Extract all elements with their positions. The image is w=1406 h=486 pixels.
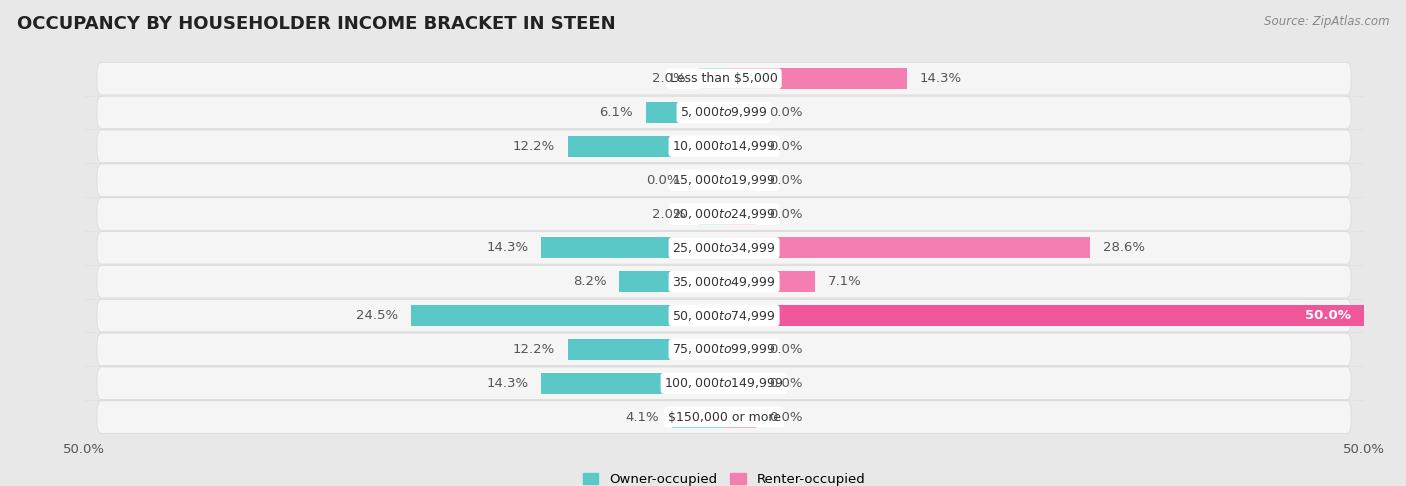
Text: 0.0%: 0.0% [769, 343, 803, 356]
Bar [699, 68, 724, 89]
Text: 0.0%: 0.0% [769, 174, 803, 187]
Text: 0.0%: 0.0% [769, 377, 803, 390]
Bar [699, 204, 724, 225]
Text: 7.1%: 7.1% [828, 275, 862, 288]
Bar [724, 373, 756, 394]
Text: 0.0%: 0.0% [769, 208, 803, 221]
Bar [724, 204, 756, 225]
Text: $50,000 to $74,999: $50,000 to $74,999 [672, 309, 776, 323]
Legend: Owner-occupied, Renter-occupied: Owner-occupied, Renter-occupied [578, 468, 870, 486]
Bar [568, 136, 724, 157]
Text: 12.2%: 12.2% [513, 140, 555, 153]
Bar [724, 407, 756, 428]
Bar [619, 271, 724, 292]
Bar [724, 339, 756, 360]
Text: 28.6%: 28.6% [1102, 242, 1144, 254]
Bar [724, 271, 815, 292]
Bar [724, 237, 1090, 259]
Text: 8.2%: 8.2% [572, 275, 606, 288]
Bar [724, 305, 1364, 326]
Bar [645, 102, 724, 123]
Text: 14.3%: 14.3% [486, 377, 529, 390]
Bar [541, 237, 724, 259]
Text: $5,000 to $9,999: $5,000 to $9,999 [681, 105, 768, 120]
Text: 24.5%: 24.5% [356, 309, 398, 322]
Bar [568, 339, 724, 360]
FancyBboxPatch shape [97, 130, 1351, 163]
Text: 4.1%: 4.1% [626, 411, 659, 424]
Text: 50.0%: 50.0% [1305, 309, 1351, 322]
Bar [724, 136, 756, 157]
FancyBboxPatch shape [97, 333, 1351, 365]
Bar [724, 102, 756, 123]
Text: 14.3%: 14.3% [486, 242, 529, 254]
FancyBboxPatch shape [97, 265, 1351, 298]
Text: $35,000 to $49,999: $35,000 to $49,999 [672, 275, 776, 289]
Bar [672, 407, 724, 428]
Bar [411, 305, 724, 326]
Text: $75,000 to $99,999: $75,000 to $99,999 [672, 343, 776, 356]
Text: $25,000 to $34,999: $25,000 to $34,999 [672, 241, 776, 255]
FancyBboxPatch shape [97, 62, 1351, 95]
Text: $20,000 to $24,999: $20,000 to $24,999 [672, 207, 776, 221]
Text: 0.0%: 0.0% [645, 174, 679, 187]
FancyBboxPatch shape [97, 401, 1351, 434]
Text: $100,000 to $149,999: $100,000 to $149,999 [665, 376, 783, 390]
Text: $10,000 to $14,999: $10,000 to $14,999 [672, 139, 776, 153]
Text: Less than $5,000: Less than $5,000 [671, 72, 778, 85]
FancyBboxPatch shape [97, 198, 1351, 230]
Bar [724, 68, 907, 89]
FancyBboxPatch shape [97, 299, 1351, 332]
FancyBboxPatch shape [97, 367, 1351, 399]
FancyBboxPatch shape [97, 164, 1351, 196]
Text: Source: ZipAtlas.com: Source: ZipAtlas.com [1264, 15, 1389, 28]
Bar [724, 170, 756, 191]
Text: 2.0%: 2.0% [652, 72, 686, 85]
Text: 0.0%: 0.0% [769, 411, 803, 424]
Text: 12.2%: 12.2% [513, 343, 555, 356]
Text: 6.1%: 6.1% [599, 106, 633, 119]
Text: 0.0%: 0.0% [769, 106, 803, 119]
FancyBboxPatch shape [97, 96, 1351, 129]
Text: $150,000 or more: $150,000 or more [668, 411, 780, 424]
Text: 14.3%: 14.3% [920, 72, 962, 85]
Bar [692, 170, 724, 191]
Text: OCCUPANCY BY HOUSEHOLDER INCOME BRACKET IN STEEN: OCCUPANCY BY HOUSEHOLDER INCOME BRACKET … [17, 15, 616, 33]
Bar [541, 373, 724, 394]
FancyBboxPatch shape [97, 232, 1351, 264]
Text: $15,000 to $19,999: $15,000 to $19,999 [672, 173, 776, 187]
Text: 0.0%: 0.0% [769, 140, 803, 153]
Text: 2.0%: 2.0% [652, 208, 686, 221]
